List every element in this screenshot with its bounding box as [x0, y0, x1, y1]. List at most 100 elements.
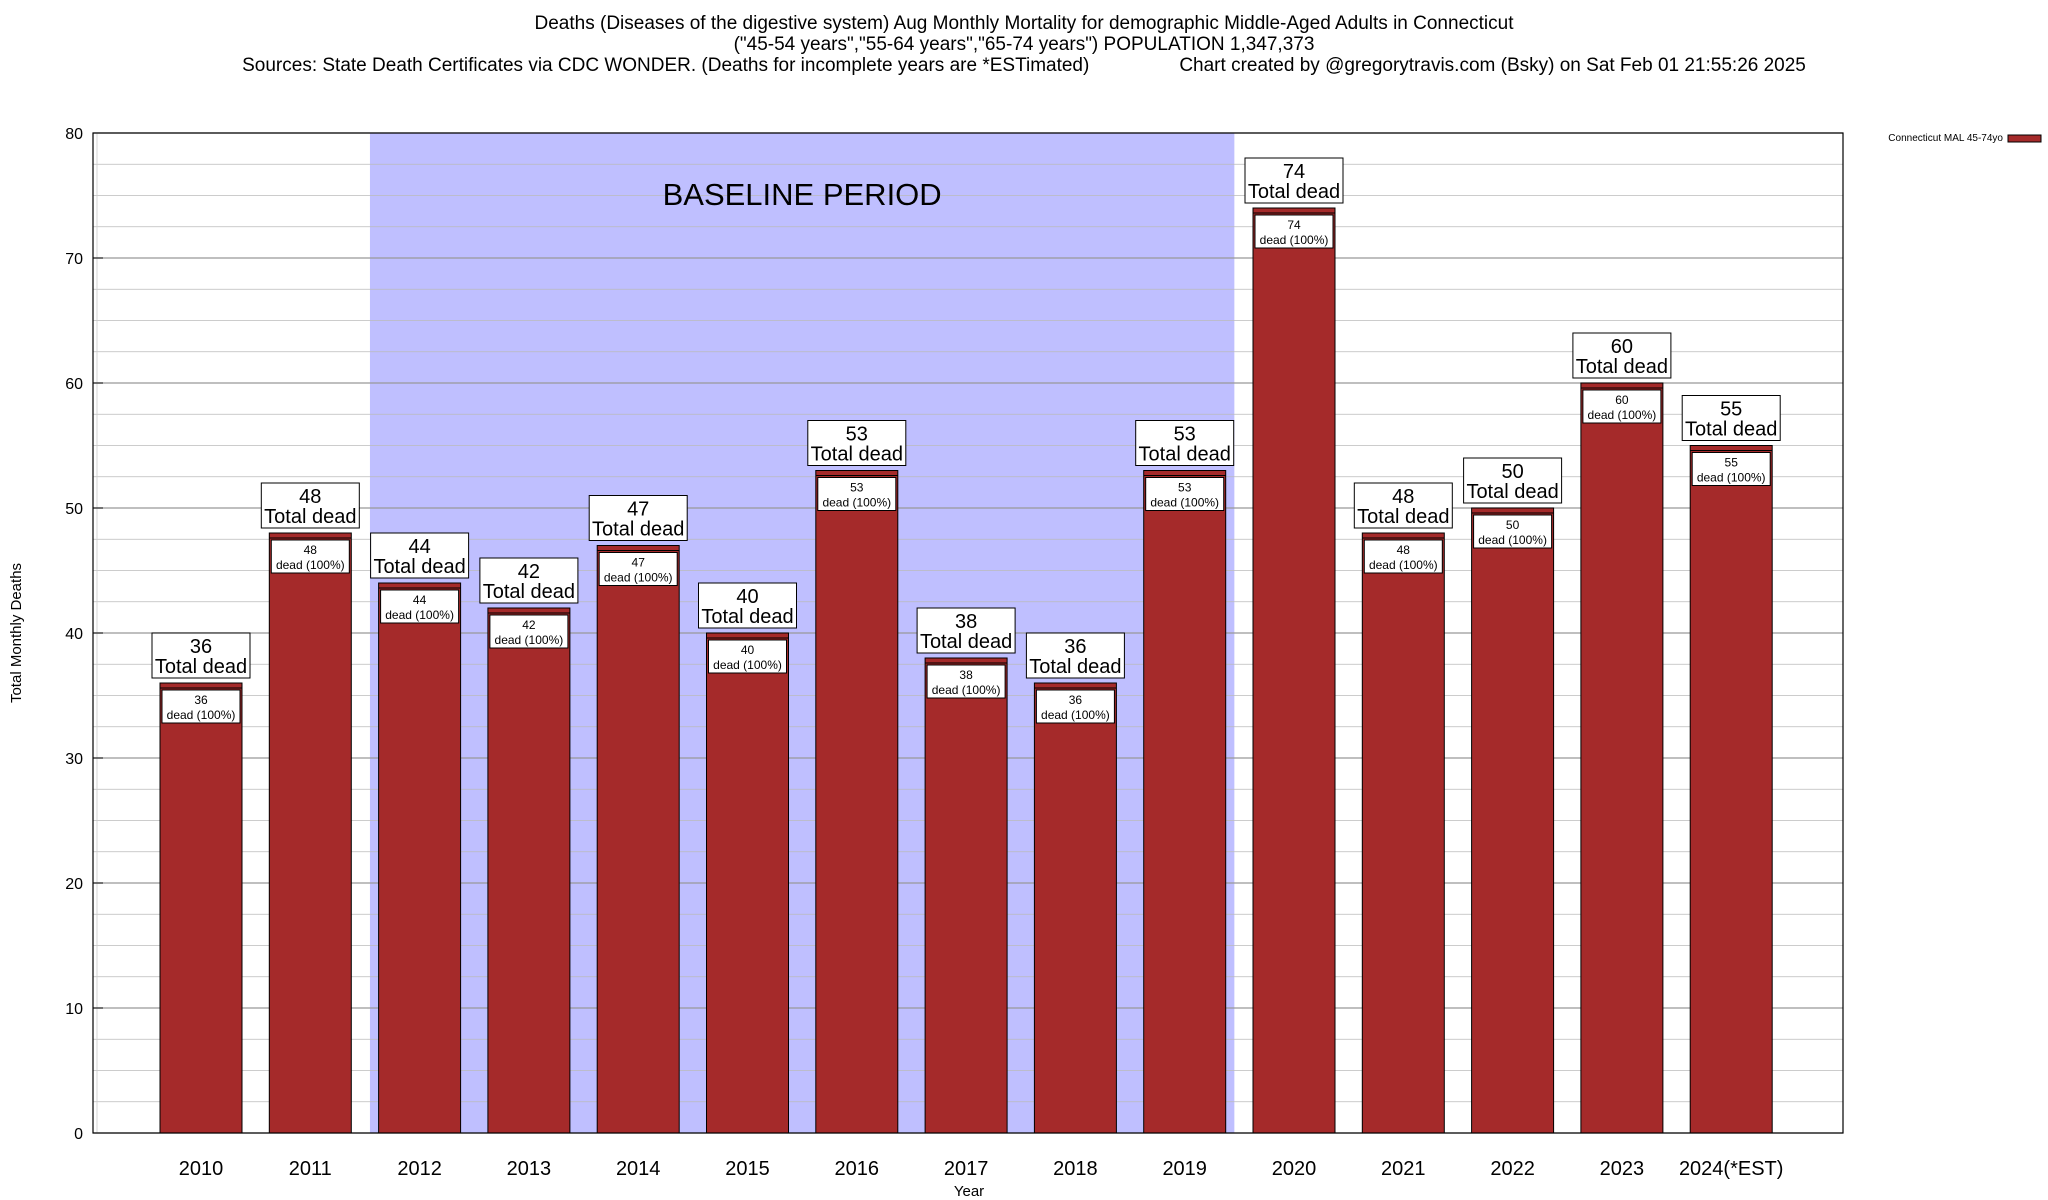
total-label-box: [698, 582, 797, 629]
inner-percent-label: dead (100%): [167, 708, 236, 722]
total-dead-label: Total dead: [1466, 481, 1558, 503]
legend-swatch: [2007, 134, 2042, 143]
x-tick-label: 2022: [1490, 1158, 1535, 1180]
inner-percent-label: dead (100%): [495, 633, 564, 647]
inner-value-label: 74: [1287, 218, 1301, 232]
bar: [378, 582, 462, 1134]
total-value-label: 55: [1720, 399, 1742, 421]
y-axis-label: Total Monthly Deaths: [8, 563, 25, 703]
inner-percent-label: dead (100%): [713, 658, 782, 672]
x-tick-label: 2023: [1600, 1158, 1645, 1180]
total-label-box: [916, 607, 1016, 654]
total-dead-label: Total dead: [592, 519, 684, 541]
total-dead-label: Total dead: [1576, 356, 1668, 378]
baseline-label: BASELINE PERIOD: [663, 177, 942, 212]
total-value-label: 50: [1501, 461, 1523, 483]
total-dead-label: Total dead: [811, 444, 903, 466]
total-dead-label: Total dead: [1029, 656, 1121, 678]
total-label-box: [807, 420, 907, 466]
y-tick-label: 70: [65, 251, 83, 268]
credit-note: Chart created by @gregorytravis.com (Bsk…: [1179, 55, 1806, 76]
inner-percent-label: dead (100%): [822, 496, 891, 510]
inner-label-box: [1145, 477, 1225, 511]
inner-percent-label: dead (100%): [1588, 408, 1657, 422]
bar: [268, 532, 352, 1134]
inner-label-box: [598, 552, 678, 586]
inner-label-box: [926, 664, 1006, 699]
total-label-box: [151, 632, 251, 679]
x-tick-label: 2013: [507, 1158, 552, 1180]
y-tick-label: 60: [65, 376, 83, 393]
x-tick-label: 2021: [1381, 1158, 1426, 1180]
bar: [487, 607, 571, 1134]
chart-source-line: Sources: State Death Certificates via CD…: [0, 55, 2048, 77]
total-label-box: [588, 495, 688, 541]
inner-label-box: [489, 614, 569, 649]
inner-percent-label: dead (100%): [385, 608, 454, 622]
inner-value-label: 53: [1178, 481, 1192, 495]
source-note: Sources: State Death Certificates via CD…: [242, 55, 1090, 76]
total-label-box: [1572, 332, 1672, 379]
total-dead-label: Total dead: [1357, 506, 1449, 528]
x-tick-label: 2018: [1053, 1158, 1098, 1180]
inner-percent-label: dead (100%): [1478, 533, 1547, 547]
inner-percent-label: dead (100%): [1369, 558, 1438, 572]
bar: [1471, 507, 1555, 1134]
bar: [1033, 682, 1117, 1134]
total-value-label: 48: [299, 486, 321, 508]
total-value-label: 38: [955, 611, 977, 633]
total-label-box: [1244, 157, 1344, 204]
inner-value-label: 44: [413, 593, 427, 607]
total-value-label: 40: [736, 586, 758, 608]
bar: [924, 657, 1008, 1134]
total-value-label: 60: [1611, 336, 1633, 358]
total-dead-label: Total dead: [920, 631, 1012, 653]
total-label-box: [1025, 632, 1125, 679]
inner-percent-label: dead (100%): [1697, 471, 1766, 485]
total-dead-label: Total dead: [701, 606, 793, 628]
bar: [706, 632, 789, 1134]
bar: [815, 470, 899, 1134]
inner-label-box: [1254, 214, 1334, 249]
total-value-label: 42: [518, 561, 540, 583]
x-tick-label: 2012: [397, 1158, 442, 1180]
x-tick-label: 2015: [725, 1158, 770, 1180]
inner-label-box: [817, 477, 897, 511]
inner-label-box: [708, 639, 787, 674]
total-label-box: [370, 532, 470, 579]
x-tick-label: 2011: [289, 1158, 332, 1180]
inner-value-label: 50: [1506, 518, 1520, 532]
inner-label-box: [161, 689, 241, 724]
y-tick-label: 50: [65, 501, 83, 518]
inner-value-label: 47: [632, 556, 646, 570]
total-value-label: 36: [190, 636, 212, 658]
total-value-label: 74: [1283, 161, 1305, 183]
total-dead-label: Total dead: [1139, 444, 1231, 466]
bar: [1580, 382, 1664, 1134]
inner-value-label: 40: [741, 643, 755, 657]
x-tick-label: 2020: [1272, 1158, 1317, 1180]
total-label-box: [479, 557, 579, 604]
inner-label-box: [1473, 514, 1553, 549]
y-tick-label: 0: [74, 1126, 83, 1143]
total-dead-label: Total dead: [373, 556, 465, 578]
y-tick-label: 80: [65, 126, 83, 143]
inner-percent-label: dead (100%): [1150, 496, 1219, 510]
inner-percent-label: dead (100%): [276, 558, 345, 572]
chart-title: Deaths (Diseases of the digestive system…: [534, 13, 1514, 34]
total-dead-label: Total dead: [483, 581, 575, 603]
y-tick-label: 40: [65, 626, 83, 643]
inner-value-label: 60: [1615, 393, 1629, 407]
inner-percent-label: dead (100%): [1260, 233, 1329, 247]
x-tick-label: 2010: [179, 1158, 224, 1180]
chart-subtitle: ("45-54 years","55-64 years","65-74 year…: [733, 34, 1315, 55]
inner-label-box: [1363, 539, 1443, 574]
y-tick-label: 10: [65, 1001, 83, 1018]
inner-value-label: 48: [1397, 543, 1411, 557]
inner-value-label: 38: [959, 668, 973, 682]
inner-value-label: 36: [194, 693, 208, 707]
total-dead-label: Total dead: [155, 656, 247, 678]
inner-value-label: 42: [522, 618, 536, 632]
bar: [596, 545, 680, 1134]
